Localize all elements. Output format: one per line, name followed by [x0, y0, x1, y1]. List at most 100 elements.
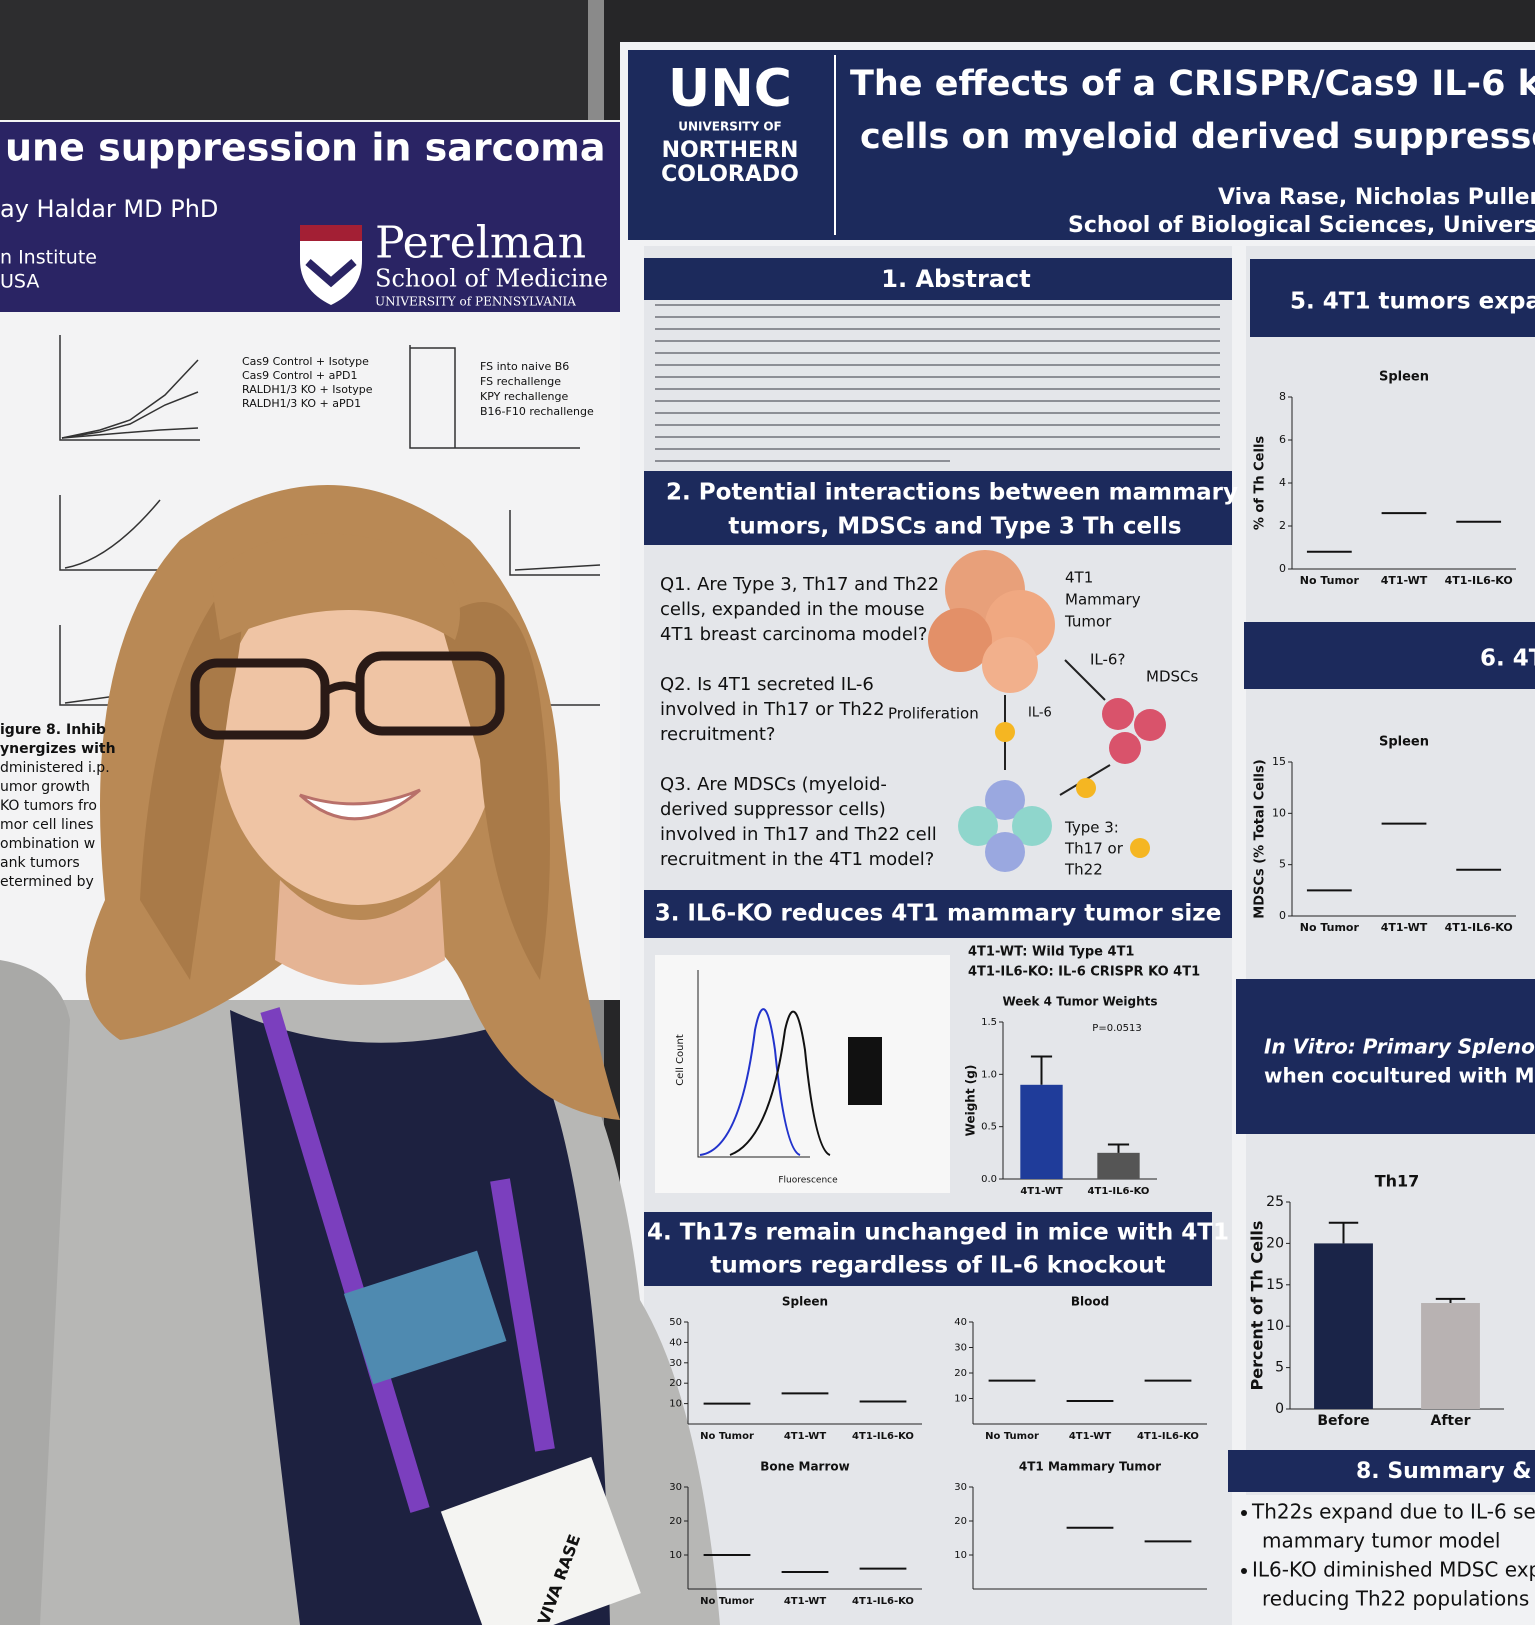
y-tick-label: 2 — [1279, 519, 1286, 532]
y-tick-label: 20 — [954, 1368, 967, 1379]
diagram-label: Tumor — [1064, 613, 1112, 631]
section-title: when cocultured with MDS — [1264, 1064, 1535, 1088]
question: cells, expanded in the mouse — [660, 599, 925, 620]
section-title: tumors, MDSCs and Type 3 Th cells — [728, 514, 1181, 540]
axis-label: MDSCs (% Total Cells) — [1253, 759, 1268, 918]
diagram-label: Th17 or — [1064, 840, 1124, 858]
axis-label: Fluorescence — [778, 1176, 838, 1186]
curve — [61, 427, 199, 439]
section-header — [644, 471, 1232, 545]
pin-card — [343, 1250, 507, 1385]
x-tick-label: 4T1-WT — [784, 1596, 826, 1607]
x-tick-label: 4T1-WT — [784, 1431, 826, 1442]
bar — [1097, 1152, 1140, 1179]
institute: USA — [0, 271, 39, 293]
axis — [59, 335, 200, 441]
hair-side — [440, 602, 550, 980]
glasses-lens — [355, 651, 505, 736]
flow-curve — [729, 1010, 831, 1156]
caption: umor growth — [0, 779, 90, 795]
legend-entry: FS rechallenge — [480, 375, 561, 388]
caption: igure 8. Inhib — [0, 722, 106, 738]
x-tick-label: No Tumor — [700, 1596, 754, 1607]
logo: NORTHERN — [662, 138, 799, 163]
glasses-lens — [190, 658, 330, 740]
annotation: P=0.0513 — [1092, 1023, 1141, 1034]
question-icon — [1076, 778, 1096, 798]
y-tick-label: 10 — [669, 1550, 682, 1561]
tumor-cell — [928, 608, 992, 672]
section-header — [1244, 622, 1535, 689]
axis-label: % of Th Cells — [1253, 436, 1268, 531]
x-tick-label: 4T1-WT — [1381, 574, 1428, 587]
bullet — [1241, 1568, 1247, 1574]
poster-content: une suppression in sarcoma ay Haldar MD P… — [0, 59, 1535, 1625]
section-title: 4. Th17s remain unchanged in mice with 4… — [647, 1220, 1229, 1246]
y-tick-label: 40 — [954, 1317, 967, 1328]
error-bar — [1435, 1297, 1466, 1304]
y-tick-label: 30 — [954, 1343, 967, 1354]
diagram-label: Th22 — [1064, 861, 1103, 879]
legend-entry: RALDH1/3 KO + aPD1 — [242, 397, 361, 410]
section-header — [1228, 1450, 1535, 1492]
cardigan-shade — [0, 960, 70, 1625]
question-icon — [1130, 838, 1150, 858]
section-header — [644, 1212, 1212, 1286]
badge-card — [440, 1456, 641, 1625]
bullet — [1241, 1510, 1247, 1516]
y-tick-label: 0 — [1279, 562, 1286, 575]
y-tick-label: 20 — [1266, 1235, 1284, 1251]
axis — [59, 495, 165, 571]
summary-item: Th22s expand due to IL-6 sec — [1251, 1500, 1535, 1524]
tumor-cell — [982, 637, 1038, 693]
diagram-label: IL-6 — [1028, 706, 1052, 721]
legend-entry: RALDH1/3 KO + Isotype — [242, 383, 373, 396]
right-poster-header — [628, 50, 1535, 240]
legend-entry: KPY rechallenge — [480, 390, 568, 403]
chart-title: Spleen — [1379, 735, 1429, 750]
section-title: 5. 4T1 tumors expanc — [1290, 289, 1535, 315]
key: 4T1-WT: Wild Type 4T1 — [968, 945, 1134, 960]
mdsc — [1134, 709, 1166, 741]
legend-entry: Cas9 Control + aPD1 — [242, 369, 357, 382]
summary-panel — [1246, 1495, 1535, 1625]
legend-entry: Cas9 Control + Isotype — [242, 355, 369, 368]
face — [218, 565, 498, 905]
axis-label: Weight (g) — [964, 1065, 978, 1137]
x-tick-label: 4T1-WT — [1381, 921, 1428, 934]
section-header — [644, 258, 1232, 300]
key: 4T1-IL6-KO: IL-6 CRISPR KO 4T1 — [968, 965, 1200, 980]
caption: dministered i.p. — [0, 760, 110, 776]
section-title: 8. Summary & C — [1356, 1459, 1535, 1484]
axis-label: Cell Count — [675, 1034, 686, 1086]
hair-side — [140, 591, 242, 980]
mdsc — [1109, 732, 1141, 764]
abstract-body — [655, 304, 1220, 462]
axis-label: Percent of Th Cells — [1248, 1221, 1267, 1391]
flow-curve — [699, 1008, 801, 1156]
y-tick-label: 5 — [1275, 1360, 1284, 1376]
y-tick-label: 30 — [954, 1482, 967, 1493]
error-bar — [1107, 1143, 1130, 1153]
penn-shield-band — [300, 225, 362, 241]
chart-title: Th17 — [1375, 1172, 1420, 1191]
poster-title: une suppression in sarcoma — [5, 126, 606, 170]
author: ay Haldar MD PhD — [0, 195, 218, 223]
diagram-label: 4T1 — [1065, 569, 1093, 587]
y-tick-label: 40 — [669, 1337, 682, 1348]
y-tick-label: 0 — [1279, 909, 1286, 922]
chart-title: 4T1 Mammary Tumor — [1019, 1460, 1161, 1474]
authors: Viva Rase, Nicholas Pullen an — [1218, 185, 1535, 210]
axis — [509, 510, 601, 576]
th-cell — [985, 780, 1025, 820]
y-tick-label: 0.5 — [981, 1122, 997, 1133]
chart-title: Spleen — [782, 1295, 828, 1309]
y-tick-label: 0 — [1275, 1401, 1284, 1417]
chart-title: Spleen — [1379, 370, 1429, 385]
y-tick-label: 10 — [954, 1550, 967, 1561]
x-tick-label: 4T1-IL6-KO — [1445, 921, 1513, 934]
x-tick-label: No Tumor — [700, 1431, 754, 1442]
mdsc — [1102, 698, 1134, 730]
question: Q2. Is 4T1 secreted IL-6 — [660, 674, 874, 695]
curve — [61, 391, 199, 439]
